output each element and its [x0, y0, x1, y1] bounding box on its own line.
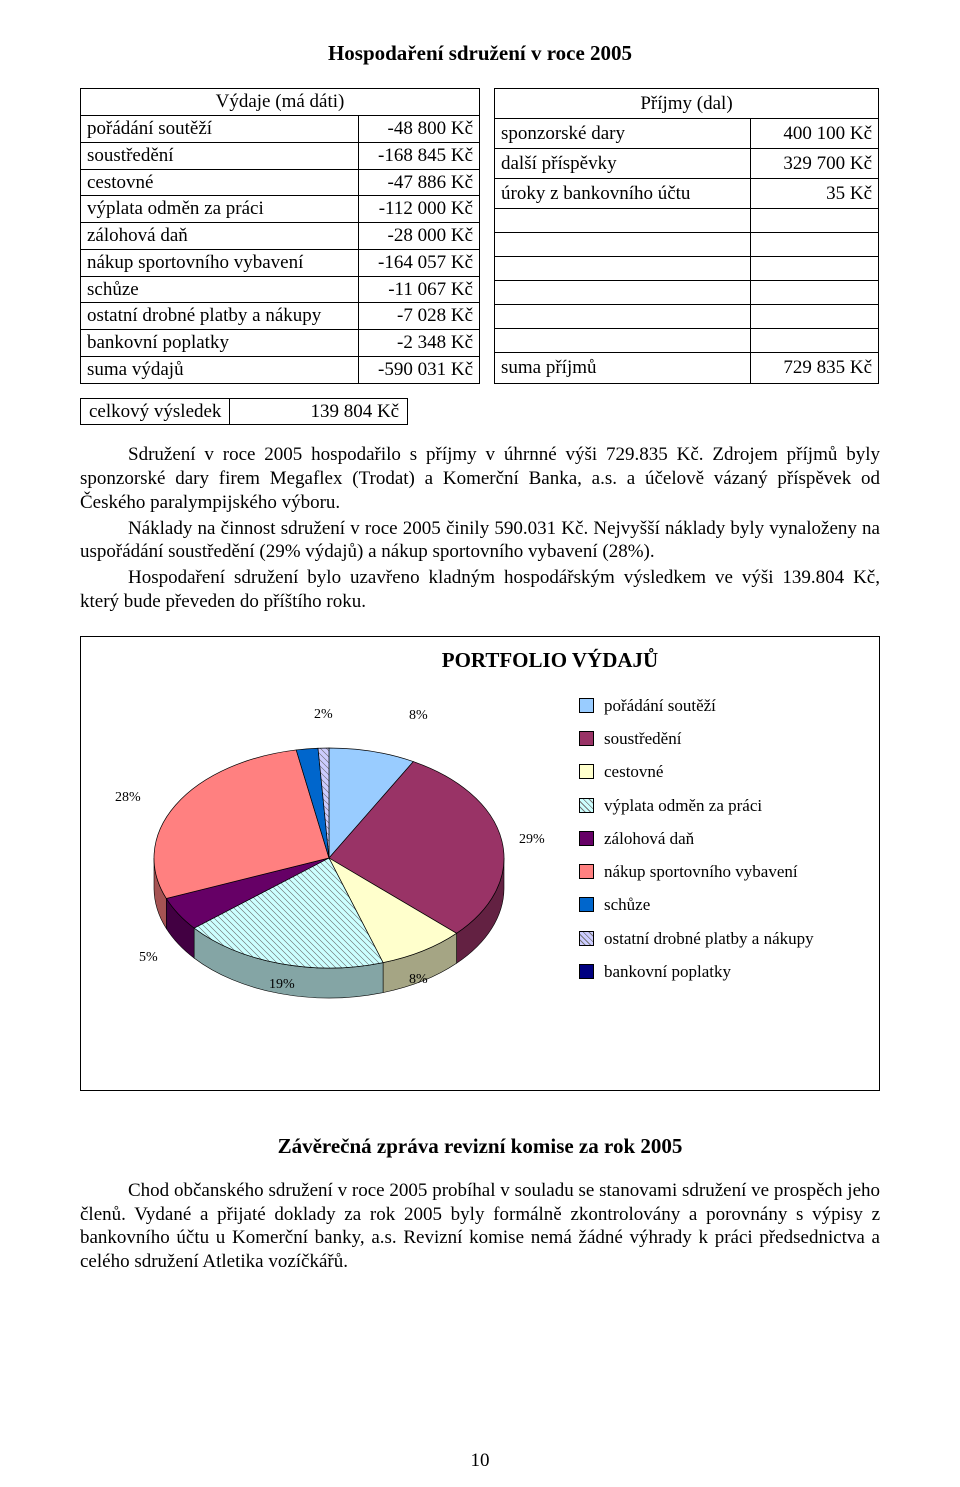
rev-empty — [750, 257, 878, 281]
exp-label: soustředění — [81, 142, 359, 169]
body-para-3: Hospodaření sdružení bylo uzavřeno kladn… — [80, 566, 880, 614]
section2-para: Chod občanského sdružení v roce 2005 pro… — [80, 1179, 880, 1274]
section2-title: Závěrečná zpráva revizní komise za rok 2… — [80, 1133, 880, 1159]
legend-swatch — [579, 698, 594, 713]
exp-val: -2 348 Kč — [358, 330, 479, 357]
result-label: celkový výsledek — [81, 398, 230, 425]
exp-label: ostatní drobné platby a nákupy — [81, 303, 359, 330]
exp-label: zálohová daň — [81, 223, 359, 250]
body-para-2: Náklady na činnost sdružení v roce 2005 … — [80, 517, 880, 565]
legend-item: pořádání soutěží — [579, 695, 861, 716]
legend-item: výplata odměn za práci — [579, 795, 861, 816]
legend-label: pořádání soutěží — [604, 695, 716, 716]
rev-label: sponzorské dary — [495, 119, 751, 149]
pie-chart: 8% 29% 8% 19% 5% 28% 2% — [99, 683, 579, 1043]
rev-empty — [750, 281, 878, 305]
exp-label: pořádání soutěží — [81, 116, 359, 143]
exp-val: -28 000 Kč — [358, 223, 479, 250]
exp-val: -48 800 Kč — [358, 116, 479, 143]
rev-empty — [495, 233, 751, 257]
rev-sum-val: 729 835 Kč — [750, 353, 878, 383]
result-value: 139 804 Kč — [230, 398, 408, 425]
svg-text:8%: 8% — [409, 972, 428, 987]
page-number: 10 — [0, 1449, 960, 1473]
exp-val: -590 031 Kč — [358, 356, 479, 383]
legend-item: schůze — [579, 894, 861, 915]
legend-item: bankovní poplatky — [579, 961, 861, 982]
legend-swatch — [579, 964, 594, 979]
legend-swatch — [579, 798, 594, 813]
rev-empty — [750, 305, 878, 329]
exp-val: -168 845 Kč — [358, 142, 479, 169]
expenses-table: Výdaje (má dáti) pořádání soutěží-48 800… — [80, 88, 480, 383]
legend-swatch — [579, 731, 594, 746]
rev-sum-label: suma příjmů — [495, 353, 751, 383]
legend-item: zálohová daň — [579, 828, 861, 849]
svg-text:5%: 5% — [139, 950, 158, 965]
legend-label: nákup sportovního vybavení — [604, 861, 798, 882]
body-para-1: Sdružení v roce 2005 hospodařilo s příjm… — [80, 443, 880, 514]
rev-empty — [495, 281, 751, 305]
rev-label: úroky z bankovního účtu — [495, 179, 751, 209]
exp-label: bankovní poplatky — [81, 330, 359, 357]
legend-swatch — [579, 931, 594, 946]
legend-item: nákup sportovního vybavení — [579, 861, 861, 882]
legend-label: cestovné — [604, 761, 663, 782]
legend-label: ostatní drobné platby a nákupy — [604, 928, 814, 949]
legend-swatch — [579, 864, 594, 879]
legend-item: soustředění — [579, 728, 861, 749]
rev-empty — [750, 209, 878, 233]
exp-label: suma výdajů — [81, 356, 359, 383]
exp-val: -112 000 Kč — [358, 196, 479, 223]
revenues-header: Příjmy (dal) — [495, 89, 879, 119]
exp-val: -11 067 Kč — [358, 276, 479, 303]
exp-val: -7 028 Kč — [358, 303, 479, 330]
rev-val: 329 700 Kč — [750, 149, 878, 179]
svg-text:8%: 8% — [409, 708, 428, 723]
exp-label: schůze — [81, 276, 359, 303]
rev-empty — [495, 329, 751, 353]
svg-text:28%: 28% — [115, 790, 141, 805]
legend-label: bankovní poplatky — [604, 961, 731, 982]
svg-text:19%: 19% — [269, 977, 295, 992]
legend-swatch — [579, 764, 594, 779]
legend-label: zálohová daň — [604, 828, 694, 849]
rev-val: 35 Kč — [750, 179, 878, 209]
tables-row: Výdaje (má dáti) pořádání soutěží-48 800… — [80, 88, 880, 383]
chart-title: PORTFOLIO VÝDAJŮ — [99, 647, 861, 673]
legend-swatch — [579, 831, 594, 846]
chart-legend: pořádání soutěží soustředění cestovné výpla… — [579, 683, 861, 1073]
chart-box: PORTFOLIO VÝDAJŮ 8% 29% 8% 19% 5% 28% 2% pořád… — [80, 636, 880, 1091]
rev-empty — [495, 209, 751, 233]
expenses-header: Výdaje (má dáti) — [81, 89, 480, 116]
rev-empty — [495, 257, 751, 281]
rev-val: 400 100 Kč — [750, 119, 878, 149]
page-title: Hospodaření sdružení v roce 2005 — [80, 40, 880, 66]
exp-label: výplata odměn za práci — [81, 196, 359, 223]
exp-val: -164 057 Kč — [358, 249, 479, 276]
legend-swatch — [579, 897, 594, 912]
exp-val: -47 886 Kč — [358, 169, 479, 196]
rev-label: další příspěvky — [495, 149, 751, 179]
svg-text:2%: 2% — [314, 707, 333, 722]
rev-empty — [750, 329, 878, 353]
rev-empty — [495, 305, 751, 329]
revenues-table: Příjmy (dal) sponzorské dary400 100 Kč d… — [494, 88, 879, 383]
legend-label: soustředění — [604, 728, 681, 749]
legend-item: ostatní drobné platby a nákupy — [579, 928, 861, 949]
rev-empty — [750, 233, 878, 257]
legend-label: schůze — [604, 894, 650, 915]
legend-label: výplata odměn za práci — [604, 795, 762, 816]
exp-label: nákup sportovního vybavení — [81, 249, 359, 276]
svg-text:29%: 29% — [519, 832, 545, 847]
legend-item: cestovné — [579, 761, 861, 782]
exp-label: cestovné — [81, 169, 359, 196]
result-table: celkový výsledek 139 804 Kč — [80, 398, 408, 426]
